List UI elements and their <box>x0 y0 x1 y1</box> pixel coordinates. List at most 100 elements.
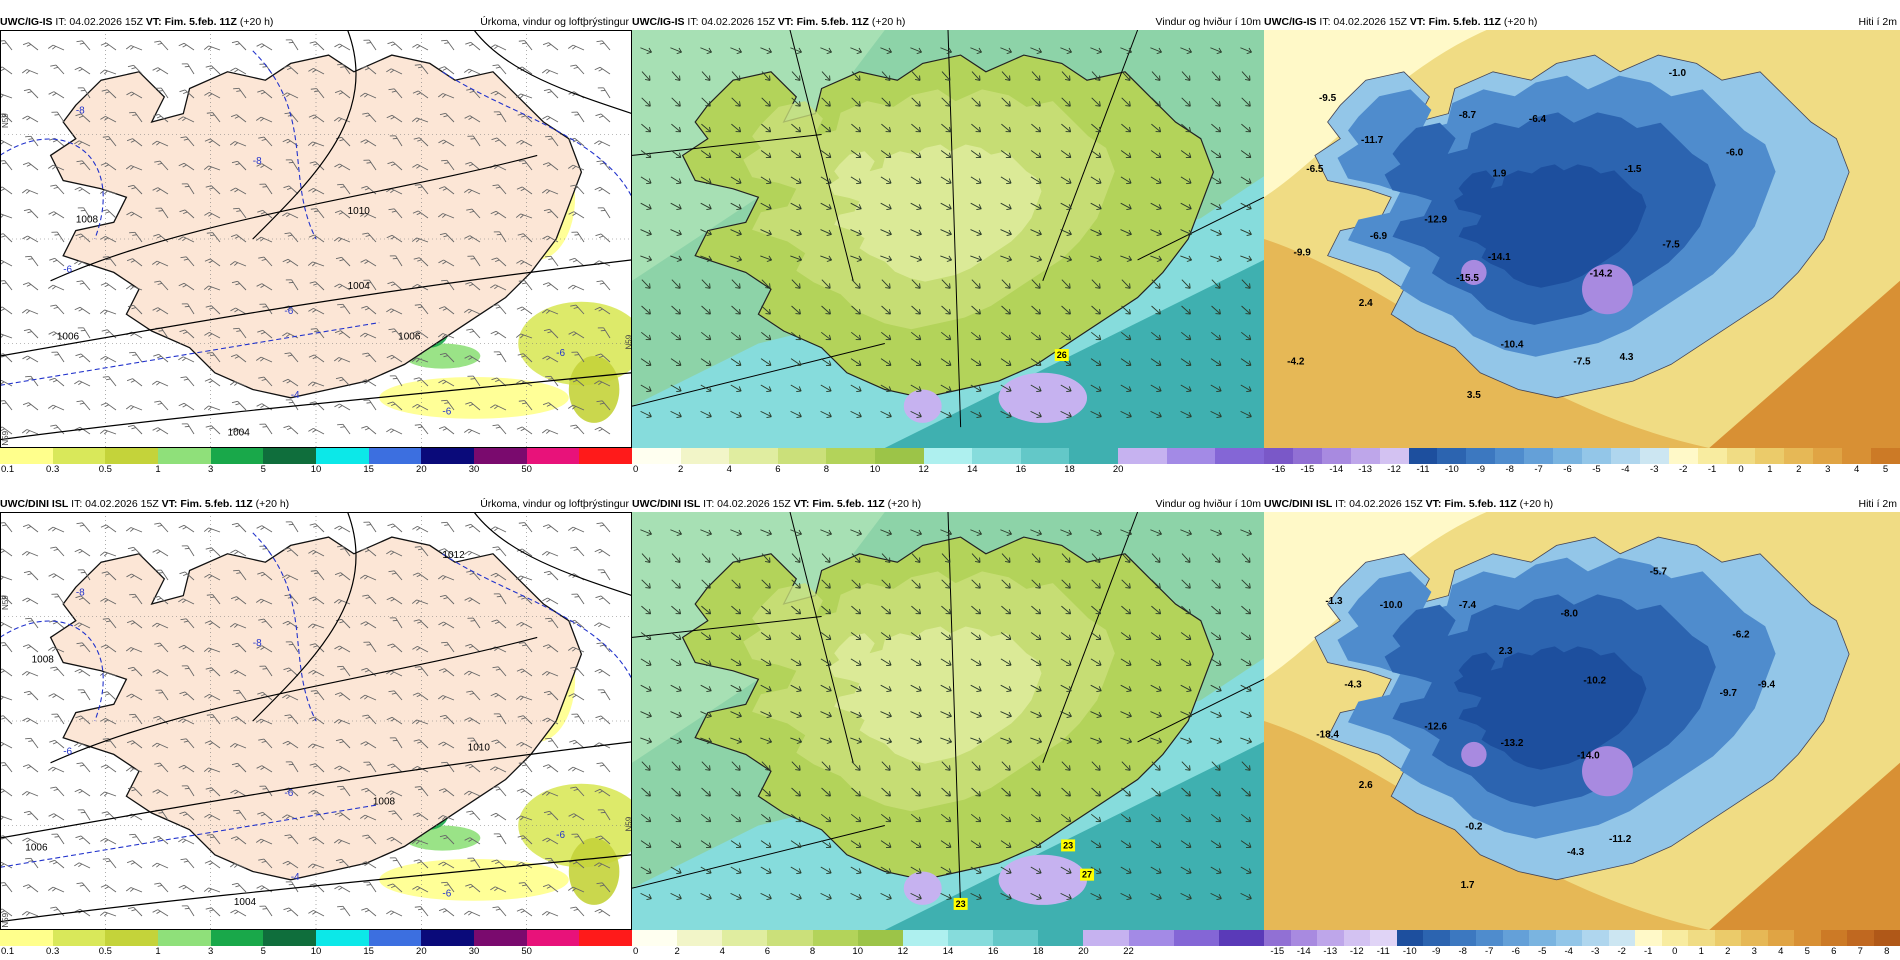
colorbar-swatch <box>1317 930 1344 946</box>
colorbar-swatch <box>1635 930 1662 946</box>
colorbar-tick-label: 6 <box>1831 946 1836 957</box>
colorbar-swatch <box>1715 930 1742 946</box>
map-panel-precip: UWC/DINI ISL IT: 04.02.2026 15Z VT: Fim.… <box>0 496 632 960</box>
panel-header: UWC/IG-IS IT: 04.02.2026 15Z VT: Fim. 5.… <box>632 14 1264 30</box>
colorbar-swatch <box>158 448 211 464</box>
colorbar-swatch <box>105 448 158 464</box>
isobar-label: 1008 <box>373 797 396 808</box>
colorbar-swatch <box>632 448 681 464</box>
init-time-label: IT: <box>53 16 70 28</box>
colorbar-tick-label: 20 <box>416 464 427 475</box>
lead-time: (+20 h) <box>888 498 922 510</box>
temperature-value-label: 2.6 <box>1359 780 1373 791</box>
temperature-value-label: -6.9 <box>1370 231 1388 242</box>
colorbar-tick-label: 22 <box>1123 946 1134 957</box>
colorbar-swatch <box>1553 448 1582 464</box>
map-svg: 101210081010100810061004-8-8-6-6-6-4-6N5… <box>0 512 632 930</box>
colorbar <box>1264 448 1900 464</box>
colorbar-swatch <box>1219 930 1264 946</box>
colorbar-tick-label: 4 <box>1778 946 1783 957</box>
init-time-value: 04.02.2026 15Z <box>717 498 793 510</box>
temperature-value-label: -8.0 <box>1561 609 1579 620</box>
cold-area <box>1461 742 1486 767</box>
init-time-value: 04.02.2026 15Z <box>85 498 161 510</box>
colorbar-swatch <box>875 448 924 464</box>
colorbar-swatch <box>1842 448 1871 464</box>
colorbar-swatch <box>1556 930 1583 946</box>
colorbar-tick-label: 0.5 <box>99 946 112 957</box>
init-time-label: IT: <box>1317 16 1334 28</box>
colorbar-swatch <box>1582 930 1609 946</box>
map-panel-precip: UWC/IG-IS IT: 04.02.2026 15Z VT: Fim. 5.… <box>0 14 632 478</box>
colorbar-swatch <box>0 930 53 946</box>
colorbar-swatch <box>263 448 316 464</box>
colorbar-swatch <box>1291 930 1318 946</box>
temperature-value-label: -6.4 <box>1529 114 1547 125</box>
colorbar-tick-label: 1 <box>1699 946 1704 957</box>
temperature-value-label: 4.3 <box>1620 352 1634 363</box>
valid-time-label: VT: <box>1410 16 1429 28</box>
colorbar-tick-label: 15 <box>363 946 374 957</box>
lead-time: (+20 h) <box>1504 16 1538 28</box>
valid-time-value: Fim. 5.feb. 11Z <box>812 498 887 510</box>
colorbar-tick-label: 16 <box>988 946 999 957</box>
temperature-contour-label: -4 <box>291 390 300 401</box>
temperature-contour-label: -6 <box>556 830 565 841</box>
temperature-contour-label: -6 <box>442 407 451 418</box>
lead-time: (+20 h) <box>240 16 274 28</box>
temperature-value-label: -14.0 <box>1577 751 1600 762</box>
gust-label: 23 <box>1063 840 1073 850</box>
colorbar-tick-label: -10 <box>1445 464 1459 475</box>
colorbar-tick-label: -14 <box>1297 946 1311 957</box>
colorbar-swatch <box>1495 448 1524 464</box>
latitude-label: N59 <box>1 912 10 927</box>
colorbar-tick-label: 15 <box>363 464 374 475</box>
map-canvas[interactable]: 26 <box>632 30 1264 448</box>
temperature-contour-label: -6 <box>63 264 72 275</box>
colorbar-tick-label: 20 <box>1078 946 1089 957</box>
temperature-value-label: 2.3 <box>1499 646 1513 657</box>
colorbar-tick-label: 3 <box>208 464 213 475</box>
gust-area <box>999 855 1087 905</box>
colorbar-swatch <box>1322 448 1351 464</box>
colorbar-swatch <box>858 930 903 946</box>
panel-title: Úrkoma, vindur og loftþrýstingur <box>480 14 629 30</box>
colorbar-swatch <box>53 930 106 946</box>
colorbar <box>632 930 1264 946</box>
temperature-value-label: -6.5 <box>1306 164 1324 175</box>
colorbar-swatch <box>158 930 211 946</box>
colorbar-swatch <box>1293 448 1322 464</box>
precip-area <box>379 377 569 419</box>
precip-area <box>569 838 620 905</box>
temperature-value-label: -10.0 <box>1380 600 1403 611</box>
colorbar-tick-label: -8 <box>1459 946 1467 957</box>
panel-title: Hiti í 2m <box>1858 14 1897 30</box>
temperature-value-label: -12.6 <box>1424 721 1447 732</box>
colorbar-swatch <box>903 930 948 946</box>
colorbar-tick-label: 3 <box>208 946 213 957</box>
temperature-value-label: -7.5 <box>1573 356 1591 367</box>
valid-time-value: Fim. 5.feb. 11Z <box>797 16 872 28</box>
colorbar-swatch <box>722 930 767 946</box>
temperature-value-label: -7.5 <box>1662 239 1680 250</box>
colorbar-tick-label: -7 <box>1534 464 1542 475</box>
colorbar-swatch <box>1609 930 1636 946</box>
colorbar-tick-label: 5 <box>261 464 266 475</box>
init-time-value: 04.02.2026 15Z <box>69 16 145 28</box>
colorbar-tick-label: 0 <box>633 946 638 957</box>
colorbar-swatch <box>1688 930 1715 946</box>
colorbar-swatch <box>369 930 422 946</box>
colorbar-tick-label: 0 <box>633 464 638 475</box>
temperature-contour-label: -6 <box>284 306 293 317</box>
colorbar-swatch <box>1174 930 1219 946</box>
colorbar-tick-label: -6 <box>1512 946 1520 957</box>
